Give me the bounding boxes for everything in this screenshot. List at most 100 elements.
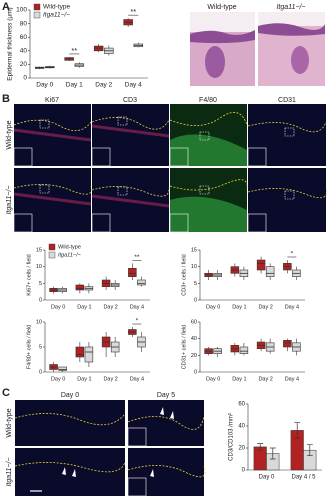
- y-tick-label: 0: [194, 297, 197, 303]
- y-tick-label: 10: [191, 264, 197, 270]
- y-tick-label: 10: [36, 264, 42, 270]
- error-bar: [269, 447, 276, 460]
- stain-signal: [13, 124, 170, 208]
- y-tick-label: 15: [191, 247, 197, 253]
- x-tick-label: Day 0: [259, 475, 275, 481]
- y-tick-label: 0: [23, 75, 27, 82]
- if-image: [128, 400, 204, 446]
- significance: **: [130, 7, 136, 16]
- f480-signal: [170, 134, 247, 232]
- error-bar: [257, 443, 264, 451]
- x-tick-label: Day 1: [66, 82, 83, 89]
- y-axis-label: F4/80+ cells / field: [26, 325, 32, 369]
- image-title: Itga11−/−: [276, 4, 305, 11]
- x-tick-label: Day 4 / 5: [291, 475, 316, 481]
- x-tick-label: Day 0: [51, 304, 65, 310]
- legend-label: Wild-type: [58, 244, 81, 250]
- column-label: F4/80: [199, 97, 217, 104]
- y-tick-label: 20: [191, 353, 197, 359]
- y-tick-label: 100: [16, 7, 27, 14]
- box: [239, 346, 249, 354]
- x-tick-label: Day 2: [95, 82, 112, 89]
- y-tick-label: 0: [39, 369, 42, 375]
- if-image: [15, 400, 125, 446]
- legend-swatch: [33, 11, 41, 19]
- image-title: Wild-type: [207, 4, 236, 11]
- y-tick-label: 60: [20, 34, 28, 41]
- x-tick-label: Day 4: [130, 304, 144, 310]
- y-axis-label: Ki67+ cells / field: [26, 254, 32, 295]
- box: [128, 268, 137, 277]
- y-tick-label: 40: [20, 48, 28, 55]
- y-axis-label: CD31+ cells / field: [181, 325, 187, 369]
- significance: **: [134, 254, 140, 261]
- legend-swatch: [48, 251, 56, 259]
- epidermis: [190, 30, 255, 44]
- y-tick-label: 10: [36, 319, 42, 325]
- y-axis-label: CD3+ cells / field: [181, 254, 187, 295]
- x-tick-label: Day 2: [103, 376, 117, 382]
- y-tick-label: 20: [238, 446, 245, 452]
- column-label: Day 5: [157, 392, 175, 399]
- panel-label: B: [2, 93, 10, 105]
- y-axis-label: Epidermal thickness (µm): [7, 7, 14, 80]
- legend-label: Itga11−/−: [43, 12, 70, 19]
- x-tick-label: Day 0: [206, 376, 220, 382]
- x-tick-label: Day 1: [77, 376, 91, 382]
- y-tick-label: 60: [191, 319, 197, 325]
- y-tick-label: 5: [39, 281, 42, 287]
- c-images: [14, 400, 206, 497]
- significance: *: [136, 318, 139, 325]
- box: [58, 366, 67, 371]
- x-tick-label: Day 4: [130, 376, 144, 382]
- x-tick-label: Day 1: [232, 376, 246, 382]
- basement-membrane: [13, 112, 327, 199]
- if-image: [128, 448, 204, 496]
- image-background: [190, 12, 255, 32]
- panel-label: C: [2, 387, 10, 399]
- x-tick-label: Day 0: [206, 304, 220, 310]
- x-tick-label: Day 1: [77, 304, 91, 310]
- row-label: Itga11−/−: [6, 457, 13, 486]
- column-label: Ki67: [45, 97, 59, 104]
- y-tick-label: 15: [36, 247, 42, 253]
- x-tick-label: Day 1: [232, 304, 246, 310]
- if-image: [248, 104, 326, 166]
- y-tick-label: 80: [20, 20, 28, 27]
- follicle: [291, 46, 309, 74]
- basement-membrane: [14, 413, 206, 478]
- row-label: Itga11−/−: [6, 185, 13, 214]
- if-image: [15, 448, 125, 496]
- x-tick-label: Day 2: [103, 304, 117, 310]
- x-tick-label: Day 4: [285, 304, 299, 310]
- y-tick-label: 0: [194, 369, 197, 375]
- y-tick-label: 60: [238, 402, 245, 408]
- significance: *: [291, 251, 294, 258]
- column-label: Day 0: [61, 392, 79, 399]
- legend-swatch: [48, 243, 56, 251]
- y-tick-label: 20: [20, 61, 28, 68]
- error-bar: [294, 422, 301, 439]
- column-label: CD31: [278, 97, 296, 104]
- y-tick-label: 0: [39, 297, 42, 303]
- if-image: [248, 168, 326, 232]
- y-tick-label: 5: [194, 281, 197, 287]
- column-label: CD3: [123, 97, 137, 104]
- y-tick-label: 5: [39, 344, 42, 350]
- box: [84, 346, 94, 363]
- y-tick-label: 40: [191, 336, 197, 342]
- x-tick-label: Day 0: [51, 376, 65, 382]
- legend-label: Itga11−/−: [58, 252, 82, 258]
- image-background: [258, 12, 325, 26]
- follicle: [205, 46, 225, 78]
- row-label: Wild-type: [6, 408, 13, 437]
- box: [75, 284, 85, 291]
- y-tick-label: 40: [238, 424, 245, 430]
- error-bar: [306, 444, 313, 457]
- x-tick-label: Day 2: [258, 376, 272, 382]
- x-tick-label: Day 0: [36, 82, 53, 89]
- epidermis: [258, 23, 325, 36]
- box: [75, 346, 85, 358]
- arrowhead: [62, 407, 174, 477]
